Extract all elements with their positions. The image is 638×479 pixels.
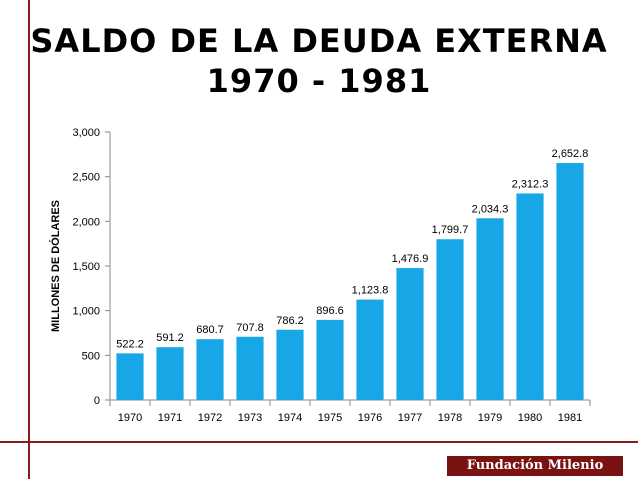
y-tick-label: 1,500 (72, 261, 100, 273)
data-label: 522.2 (116, 338, 144, 350)
x-tick-label: 1976 (358, 412, 382, 424)
data-label: 591.2 (156, 332, 184, 344)
bar (396, 268, 424, 400)
data-label: 1,476.9 (392, 253, 429, 265)
chart-title-line-2: 1970 - 1981 (206, 62, 432, 100)
bar (436, 239, 464, 400)
data-label: 2,034.3 (472, 203, 509, 215)
data-label: 707.8 (236, 322, 264, 334)
x-tick-label: 1981 (558, 412, 582, 424)
y-tick-label: 1,000 (72, 306, 100, 318)
bar (116, 353, 144, 400)
x-tick-label: 1972 (198, 412, 222, 424)
brand-logo: Fundación Milenio (447, 456, 623, 476)
data-label: 786.2 (276, 315, 304, 327)
x-tick-label: 1970 (118, 412, 142, 424)
y-tick-label: 3,000 (72, 127, 100, 139)
bar (556, 163, 584, 400)
bar (356, 299, 384, 400)
bar (516, 193, 544, 400)
x-tick-label: 1975 (318, 412, 342, 424)
x-tick-label: 1978 (438, 412, 462, 424)
data-label: 1,123.8 (352, 285, 389, 297)
y-axis-title: MILLONES DE DÓLARES (49, 200, 62, 332)
bar (236, 336, 264, 400)
bar (156, 347, 184, 400)
data-label: 2,312.3 (512, 178, 549, 190)
x-tick-label: 1974 (278, 412, 302, 424)
frame-horizontal-line (0, 441, 638, 443)
x-tick-label: 1980 (518, 412, 542, 424)
bar (316, 319, 344, 400)
x-tick-label: 1977 (398, 412, 422, 424)
bar (476, 218, 504, 400)
y-tick-label: 2,500 (72, 172, 100, 184)
bar (276, 329, 304, 400)
frame-vertical-line (28, 0, 30, 479)
data-label: 896.6 (316, 305, 344, 317)
y-tick-label: 2,000 (72, 216, 100, 228)
chart-title-line-1: SALDO DE LA DEUDA EXTERNA (30, 22, 608, 60)
x-tick-label: 1979 (478, 412, 502, 424)
x-tick-label: 1973 (238, 412, 262, 424)
data-label: 2,652.8 (552, 148, 589, 160)
data-label: 1,799.7 (432, 224, 469, 236)
y-tick-label: 0 (94, 395, 100, 407)
y-tick-label: 500 (82, 350, 100, 362)
data-label: 680.7 (196, 324, 224, 336)
x-tick-label: 1971 (158, 412, 182, 424)
bar (196, 339, 224, 400)
